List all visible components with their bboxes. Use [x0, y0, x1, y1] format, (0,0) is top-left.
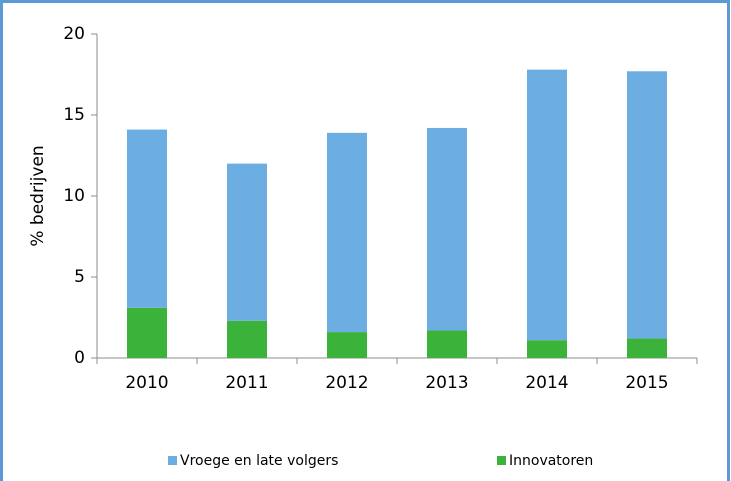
legend-swatch — [497, 456, 506, 465]
y-tick-label: 5 — [74, 267, 85, 287]
bar-segment — [327, 132, 367, 333]
legend-label: Innovatoren — [509, 453, 593, 469]
bar-segment — [627, 71, 667, 339]
y-tick-label: 0 — [74, 348, 85, 368]
bar-segment — [427, 127, 467, 331]
y-tick-label: 20 — [63, 24, 85, 44]
x-tick-label: 2010 — [125, 373, 168, 393]
bar-segment — [127, 129, 167, 308]
bar-segment — [227, 320, 267, 358]
y-tick-label: 15 — [63, 105, 85, 125]
bar-segment — [327, 332, 367, 358]
legend-label: Vroege en late volgers — [180, 453, 338, 469]
bar-segment — [627, 338, 667, 358]
bar-segment — [527, 69, 567, 341]
bar-segment — [227, 163, 267, 321]
y-tick-label: 10 — [63, 186, 85, 206]
x-tick-label: 2012 — [325, 373, 368, 393]
x-tick-label: 2014 — [525, 373, 568, 393]
bar-segment — [427, 330, 467, 358]
bar-segment — [527, 340, 567, 358]
x-tick-label: 2015 — [625, 373, 668, 393]
x-tick-label: 2013 — [425, 373, 468, 393]
legend-swatch — [168, 456, 177, 465]
y-axis-label: % bedrijven — [28, 145, 48, 246]
x-tick-label: 2011 — [225, 373, 268, 393]
bar-segment — [127, 307, 167, 358]
